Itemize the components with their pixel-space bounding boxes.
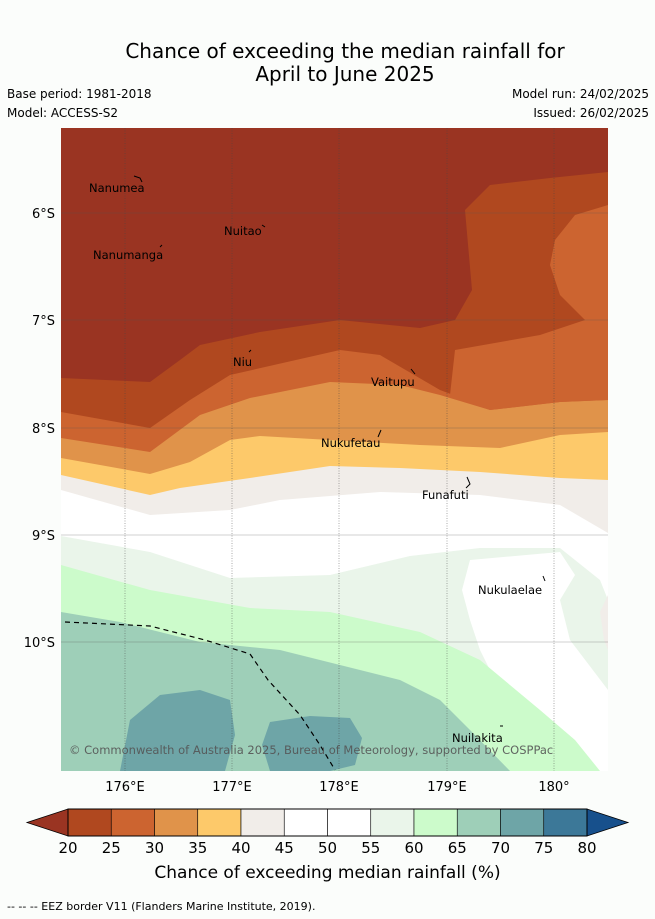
colorbar-swatch [500,808,545,837]
colorbar-swatch [370,808,415,837]
colorbar-tick-label: 50 [318,839,337,857]
colorbar-tick-label: 45 [275,839,294,857]
colorbar-swatch [327,808,372,837]
grid-lines [124,128,555,771]
island-label-vaitupu: Vaitupu [371,375,415,389]
colorbar-tick-label: 60 [404,839,423,857]
eez-footer-note: -- -- -- EEZ border V11 (Flanders Marine… [7,900,316,913]
colorbar-label: Chance of exceeding median rainfall (%) [154,863,501,883]
island-nukufetau-shape [377,429,382,438]
island-funafuti-shape [465,476,471,489]
copyright-notice: © Commonwealth of Australia 2025, Bureau… [69,743,553,757]
island-label-nanumanga: Nanumanga [93,248,163,262]
colorbar-tick-label: 30 [145,839,164,857]
colorbar-tick-label: 75 [534,839,553,857]
lat-label-6s: 6°S [32,207,55,222]
colorbar-swatch [110,808,155,837]
lat-label-10s: 10°S [24,636,55,651]
model-name: Model: ACCESS-S2 [7,106,119,120]
lat-label-7s: 7°S [32,314,55,329]
eez-border [64,621,336,771]
colorbar-tick-label: 35 [188,839,207,857]
chart-title: Chance of exceeding the median rainfall … [0,40,655,86]
island-shapes [133,175,546,727]
lon-label-180: 180° [538,780,569,795]
band-40-45-sliver [600,595,608,650]
title-line-1: Chance of exceeding the median rainfall … [125,39,565,63]
island-label-niu: Niu [233,355,252,369]
band-70-75-west [120,690,235,771]
model-run: Model run: 24/02/2025 [511,87,649,101]
colorbar-tick-label: 55 [361,839,380,857]
latitude-lines [61,212,608,643]
colorbar-frame [67,808,588,837]
island-vaitupu-shape [410,368,416,375]
island-label-nanumea: Nanumea [89,181,145,195]
colorbar-tick-label: 20 [58,839,77,857]
rainfall-map: Nanumea Nuitao Nanumanga Niu Vaitupu Nuk… [24,128,630,857]
lon-label-176e: 176°E [105,780,145,795]
base-period: Base period: 1981-2018 [7,87,152,101]
band-70-75-east [262,716,362,771]
island-label-nukulaelae: Nukulaelae [478,583,542,597]
colorbar-swatch [240,808,285,837]
colorbar-swatch [154,808,199,837]
colorbar: 20 25 30 35 40 45 50 55 60 65 70 75 80 [25,808,630,857]
colorbar-tick-label: 40 [231,839,250,857]
colorbar-swatch [197,808,242,837]
contour-fills [61,128,608,771]
colorbar-swatch [543,808,588,837]
island-niu-shape [248,349,252,353]
island-nanumea-shape [133,175,143,183]
colorbar-tick-label: 70 [491,839,510,857]
island-label-nukufetau: Nukufetau [321,436,380,450]
band-50-55-pocket [462,552,608,771]
island-label-funafuti: Funafuti [422,488,469,502]
band-below-20 [61,128,608,382]
lon-label-177e: 177°E [212,780,252,795]
title-line-2: April to June 2025 [255,62,435,86]
lon-label-179e: 179°E [427,780,467,795]
colorbar-tick-label: 80 [577,839,596,857]
island-nukulaelae-shape [542,575,546,582]
colorbar-swatch [456,808,501,837]
lon-label-178e: 178°E [319,780,359,795]
island-label-nuilakita: Nuilakita [452,731,503,745]
colorbar-swatch [67,808,112,837]
lat-label-9s: 9°S [32,529,55,544]
colorbar-over-arrow [586,808,630,837]
island-label-nuitao: Nuitao [224,224,262,238]
lat-label-8s: 8°S [32,422,55,437]
colorbar-tick-label: 65 [448,839,467,857]
colorbar-swatch [413,808,458,837]
issued-date: Issued: 26/02/2025 [533,106,649,120]
band-25-30-east [450,175,608,410]
colorbar-swatch [283,808,328,837]
island-nanumanga-shape [159,244,163,248]
colorbar-tick-label: 25 [102,839,121,857]
island-nuitao-shape [261,224,266,228]
colorbar-under-arrow [25,808,69,837]
